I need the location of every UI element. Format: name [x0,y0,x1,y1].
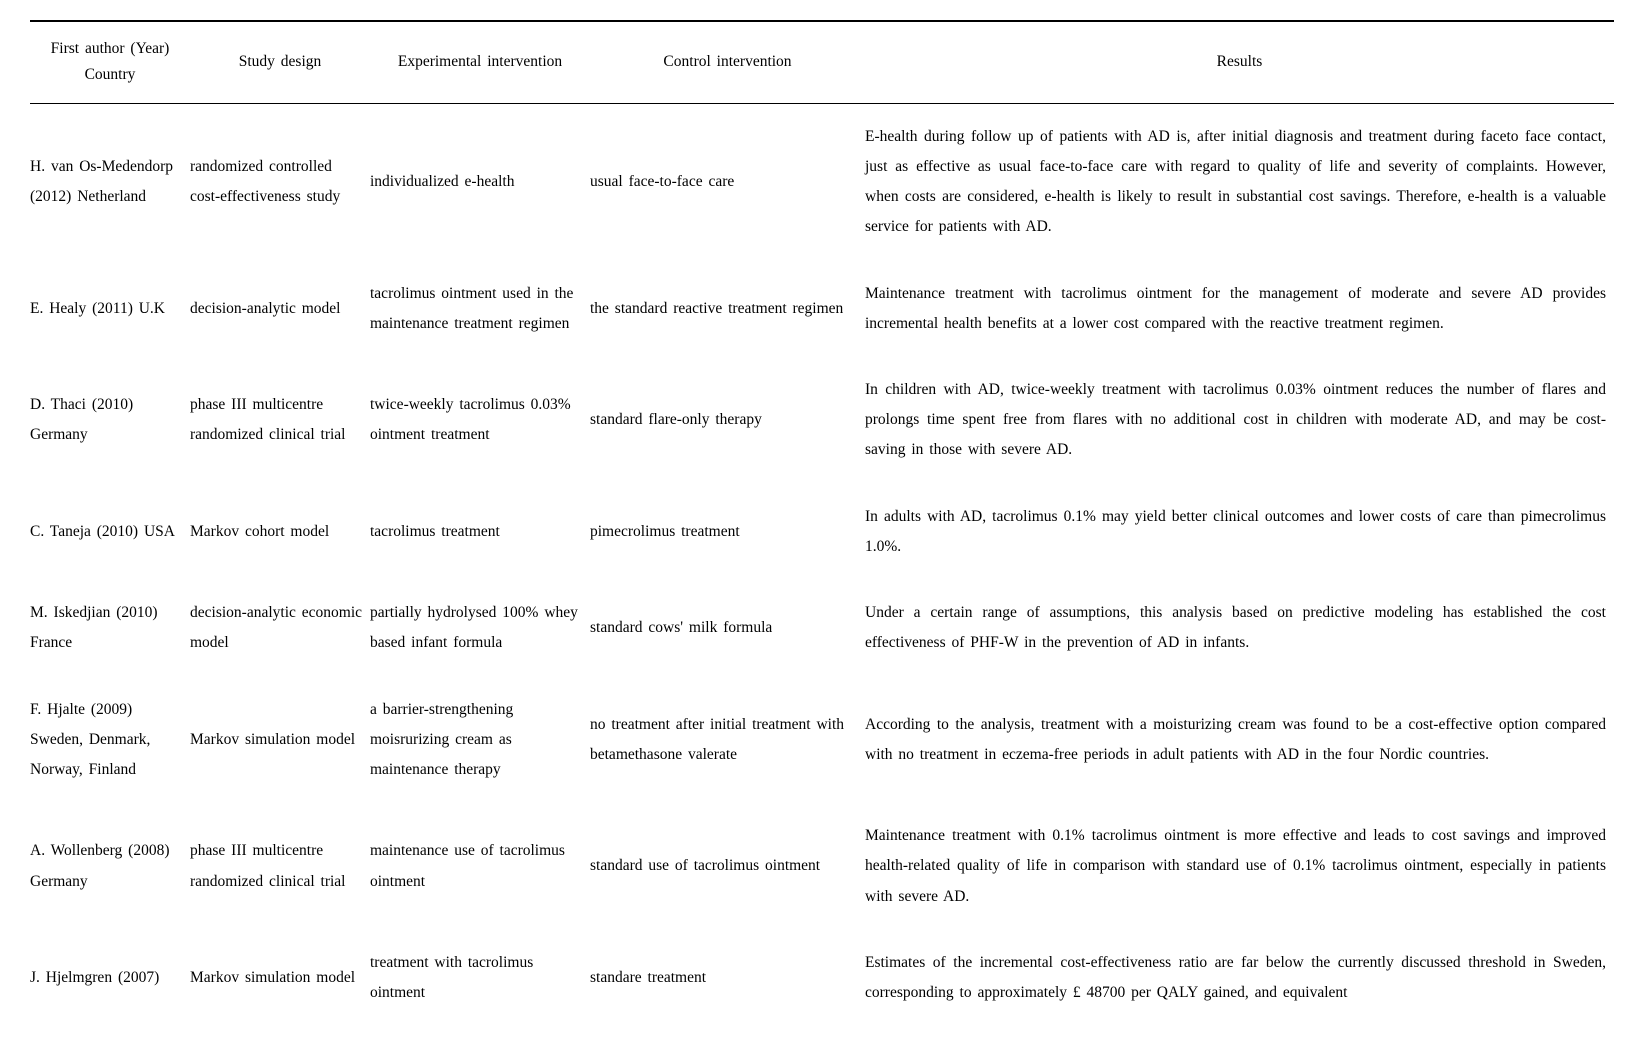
control-cell: standard flare-only therapy [590,357,865,484]
design-cell: decision-analytic economic model [190,580,370,676]
author-cell: H. van Os-Medendorp (2012) Netherland [30,103,190,260]
results-cell: Estimates of the incremental cost-effect… [865,930,1614,1026]
results-cell: Maintenance treatment with 0.1% tacrolim… [865,803,1614,930]
design-cell: phase III multicentre randomized clinica… [190,357,370,484]
header-experimental: Experimental intervention [370,21,590,103]
author-cell: A. Wollenberg (2008) Germany [30,803,190,930]
author-cell: C. Taneja (2010) USA [30,484,190,580]
control-cell: the standard reactive treatment regimen [590,261,865,357]
control-cell: standard use of tacrolimus ointment [590,803,865,930]
results-cell: According to the analysis, treatment wit… [865,677,1614,804]
experimental-cell: tacrolimus ointment used in the maintena… [370,261,590,357]
design-cell: Markov simulation model [190,930,370,1026]
author-cell: E. Healy (2011) U.K [30,261,190,357]
header-author: First author (Year) Country [30,21,190,103]
control-cell: usual face-to-face care [590,103,865,260]
author-cell: J. Hjelmgren (2007) [30,930,190,1026]
table-row: A. Wollenberg (2008) Germanyphase III mu… [30,803,1614,930]
control-cell: pimecrolimus treatment [590,484,865,580]
results-cell: In children with AD, twice-weekly treatm… [865,357,1614,484]
author-cell: M. Iskedjian (2010) France [30,580,190,676]
results-cell: E-health during follow up of patients wi… [865,103,1614,260]
experimental-cell: individualized e-health [370,103,590,260]
design-cell: Markov cohort model [190,484,370,580]
design-cell: phase III multicentre randomized clinica… [190,803,370,930]
studies-table: First author (Year) Country Study design… [30,20,1614,1026]
experimental-cell: twice-weekly tacrolimus 0.03% ointment t… [370,357,590,484]
control-cell: standard cows' milk formula [590,580,865,676]
experimental-cell: treatment with tacrolimus ointment [370,930,590,1026]
design-cell: randomized controlled cost-effectiveness… [190,103,370,260]
table-row: M. Iskedjian (2010) Francedecision-analy… [30,580,1614,676]
table-row: F. Hjalte (2009) Sweden, Denmark, Norway… [30,677,1614,804]
author-cell: D. Thaci (2010) Germany [30,357,190,484]
header-design: Study design [190,21,370,103]
control-cell: no treatment after initial treatment wit… [590,677,865,804]
header-results: Results [865,21,1614,103]
results-cell: Under a certain range of assumptions, th… [865,580,1614,676]
author-cell: F. Hjalte (2009) Sweden, Denmark, Norway… [30,677,190,804]
design-cell: decision-analytic model [190,261,370,357]
table-row: J. Hjelmgren (2007)Markov simulation mod… [30,930,1614,1026]
experimental-cell: maintenance use of tacrolimus ointment [370,803,590,930]
table-row: C. Taneja (2010) USAMarkov cohort modelt… [30,484,1614,580]
results-cell: Maintenance treatment with tacrolimus oi… [865,261,1614,357]
experimental-cell: tacrolimus treatment [370,484,590,580]
design-cell: Markov simulation model [190,677,370,804]
table-row: H. van Os-Medendorp (2012) Netherlandran… [30,103,1614,260]
results-cell: In adults with AD, tacrolimus 0.1% may y… [865,484,1614,580]
experimental-cell: a barrier-strengthening moisrurizing cre… [370,677,590,804]
experimental-cell: partially hydrolysed 100% whey based inf… [370,580,590,676]
control-cell: standare treatment [590,930,865,1026]
table-row: E. Healy (2011) U.Kdecision-analytic mod… [30,261,1614,357]
table-row: D. Thaci (2010) Germanyphase III multice… [30,357,1614,484]
header-control: Control intervention [590,21,865,103]
table-header-row: First author (Year) Country Study design… [30,21,1614,103]
